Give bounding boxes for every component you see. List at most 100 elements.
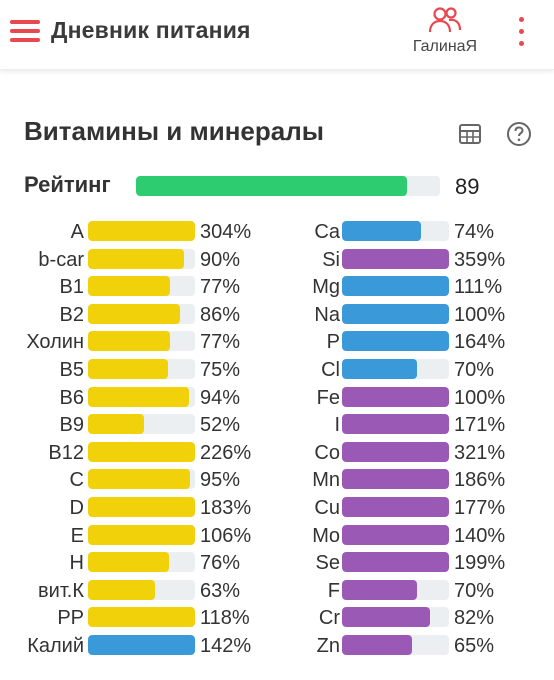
- profile-name: ГалинаЯ: [412, 38, 478, 55]
- nutrient-bar-fill: [342, 496, 449, 517]
- nutrient-bar: [88, 414, 195, 435]
- nutrient-bar: [342, 414, 449, 435]
- nutrient-label: Fe: [316, 386, 340, 409]
- nutrient-label: Co: [314, 441, 340, 464]
- nutrient-bar: [342, 331, 449, 352]
- nutrient-bar: [342, 303, 449, 324]
- nutrient-label: Калий: [27, 634, 84, 657]
- nutrient-percent: 164%: [454, 331, 506, 354]
- nutrient-label: b-car: [38, 248, 84, 271]
- nutrient-bar: [342, 634, 449, 655]
- nutrient-percent: 140%: [454, 524, 506, 547]
- nutrient-bar: [88, 248, 195, 269]
- nutrient-percent: 70%: [454, 358, 495, 381]
- nutrient-bar: [88, 221, 195, 241]
- app-bar: Дневник питания ГалинаЯ: [0, 0, 554, 70]
- nutrient-bar: [88, 441, 195, 462]
- help-icon[interactable]: [505, 120, 533, 148]
- nutrient-bar: [88, 496, 195, 517]
- nutrient-bar-fill: [88, 579, 156, 600]
- nutrient-label: B12: [48, 441, 84, 464]
- rating-label: Рейтинг: [24, 172, 111, 197]
- nutrient-bar: [342, 248, 449, 269]
- nutrient-label: H: [69, 552, 84, 575]
- nutrient-percent: 77%: [200, 331, 241, 354]
- nutrient-bar: [342, 441, 449, 462]
- nutrient-bar-fill: [342, 331, 449, 352]
- nutrient-percent: 177%: [454, 496, 506, 519]
- nutrient-percent: 359%: [454, 248, 506, 271]
- nutrient-bar: [88, 634, 195, 655]
- nutrient-percent: 76%: [200, 552, 241, 575]
- nutrient-bar-fill: [342, 358, 417, 379]
- nutrient-bar: [342, 496, 449, 517]
- section-title: Витамины и минералы: [24, 116, 324, 146]
- nutrient-percent: 111%: [454, 276, 503, 299]
- nutrient-bar-fill: [342, 414, 449, 435]
- nutrient-bar-fill: [88, 221, 195, 241]
- nutrient-percent: 183%: [200, 496, 252, 519]
- nutrient-bar: [88, 303, 195, 324]
- nutrient-bar-fill: [88, 303, 181, 324]
- nutrient-label: Si: [322, 248, 340, 271]
- nutrient-bar-fill: [342, 276, 449, 297]
- nutrient-percent: 100%: [454, 303, 506, 326]
- nutrient-bar-fill: [342, 221, 422, 241]
- nutrient-bar-fill: [88, 331, 171, 352]
- nutrient-percent: 75%: [200, 358, 241, 381]
- profile-button[interactable]: ГалинаЯ: [398, 4, 492, 66]
- nutrient-label: D: [69, 496, 84, 519]
- nutrient-bar: [88, 331, 195, 352]
- nutrient-bar-fill: [88, 276, 171, 297]
- nutrient-label: Se: [315, 552, 340, 575]
- nutrient-bar-fill: [88, 441, 195, 462]
- nutrient-label: P: [326, 331, 340, 354]
- nutrient-label: Холин: [26, 331, 84, 354]
- nutrient-percent: 171%: [454, 414, 506, 437]
- nutrient-label: Ca: [314, 221, 340, 243]
- nutrient-percent: 100%: [454, 386, 506, 409]
- nutrient-percent: 321%: [454, 441, 506, 464]
- nutrient-percent: 118%: [200, 607, 250, 630]
- nutrient-bar-fill: [342, 552, 449, 573]
- nutrient-bar-fill: [88, 552, 170, 573]
- nutrient-bar: [342, 276, 449, 297]
- nutrient-bar-fill: [342, 386, 449, 407]
- nutrient-percent: 82%: [454, 607, 495, 630]
- nutrient-label: B6: [59, 386, 84, 409]
- nutrient-bar: [342, 607, 449, 628]
- nutrient-label: F: [327, 579, 340, 602]
- nutrient-percent: 90%: [200, 248, 241, 271]
- menu-icon[interactable]: [8, 14, 42, 48]
- nutrient-bar-fill: [342, 303, 449, 324]
- nutrient-bar-fill: [342, 579, 417, 600]
- nutrient-bar: [88, 552, 195, 573]
- nutrient-label: B5: [59, 358, 84, 381]
- nutrient-label: Mo: [312, 524, 340, 547]
- rating-bar-fill: [136, 176, 407, 196]
- nutrient-label: A: [70, 221, 84, 243]
- nutrient-percent: 63%: [200, 579, 241, 602]
- nutrient-bar-fill: [342, 634, 412, 655]
- nutrient-bar: [342, 552, 449, 573]
- rating-value: 89: [455, 174, 480, 199]
- nutrient-bar: [88, 469, 195, 490]
- nutrient-percent: 86%: [200, 303, 241, 326]
- nutrient-bar-fill: [88, 386, 189, 407]
- nutrient-label: Cr: [318, 607, 340, 630]
- more-options-icon[interactable]: [510, 12, 534, 52]
- nutrient-label: PP: [57, 607, 84, 630]
- nutrient-percent: 142%: [200, 634, 252, 657]
- nutrient-label: Mg: [312, 276, 340, 299]
- nutrient-bar-fill: [342, 469, 449, 490]
- nutrient-percent: 186%: [454, 469, 506, 492]
- rating-bar: [136, 176, 440, 196]
- nutrient-label: Na: [314, 303, 340, 326]
- nutrient-percent: 226%: [200, 441, 252, 464]
- nutrient-label: I: [334, 414, 340, 437]
- nutrient-bar-fill: [342, 441, 449, 462]
- app-title: Дневник питания: [51, 17, 251, 43]
- table-icon[interactable]: [456, 120, 484, 148]
- nutrient-bar-fill: [342, 524, 449, 545]
- nutrient-percent: 199%: [454, 552, 506, 575]
